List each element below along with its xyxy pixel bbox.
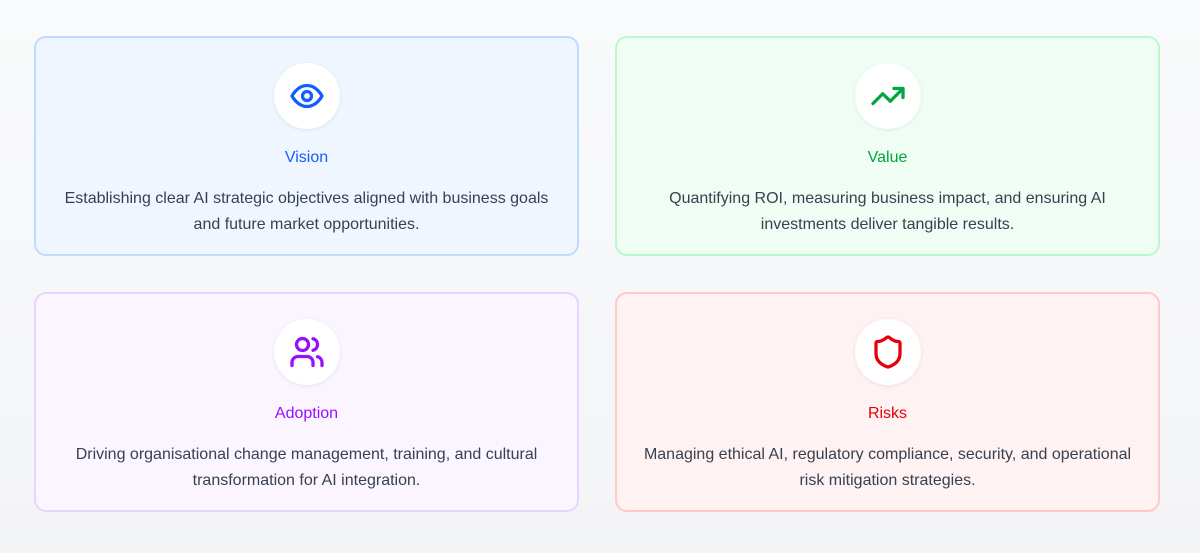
card-description: Establishing clear AI strategic objectiv… [64, 190, 549, 233]
card-description: Quantifying ROI, measuring business impa… [669, 190, 1106, 233]
trending-up-icon [870, 86, 905, 106]
users-icon [289, 336, 324, 368]
icon-circle [273, 63, 340, 129]
card-value: Value Quantifying ROI, measuring busines… [615, 36, 1160, 256]
icon-circle [854, 319, 921, 385]
card-description: Managing ethical AI, regulatory complian… [643, 446, 1132, 489]
card-title: Risks [867, 405, 908, 422]
eye-icon [289, 83, 324, 109]
icon-circle [273, 319, 340, 385]
card-risks: Risks Managing ethical AI, regulatory co… [615, 292, 1160, 512]
card-vision: Vision Establishing clear AI strategic o… [34, 36, 579, 256]
card-description: Driving organisational change management… [75, 446, 538, 489]
card-title: Vision [284, 149, 329, 166]
card-title: Value [867, 149, 908, 166]
card-title: Adoption [274, 405, 339, 422]
shield-icon [873, 335, 902, 369]
icon-circle [854, 63, 921, 129]
card-adoption: Adoption Driving organisational change m… [34, 292, 579, 512]
